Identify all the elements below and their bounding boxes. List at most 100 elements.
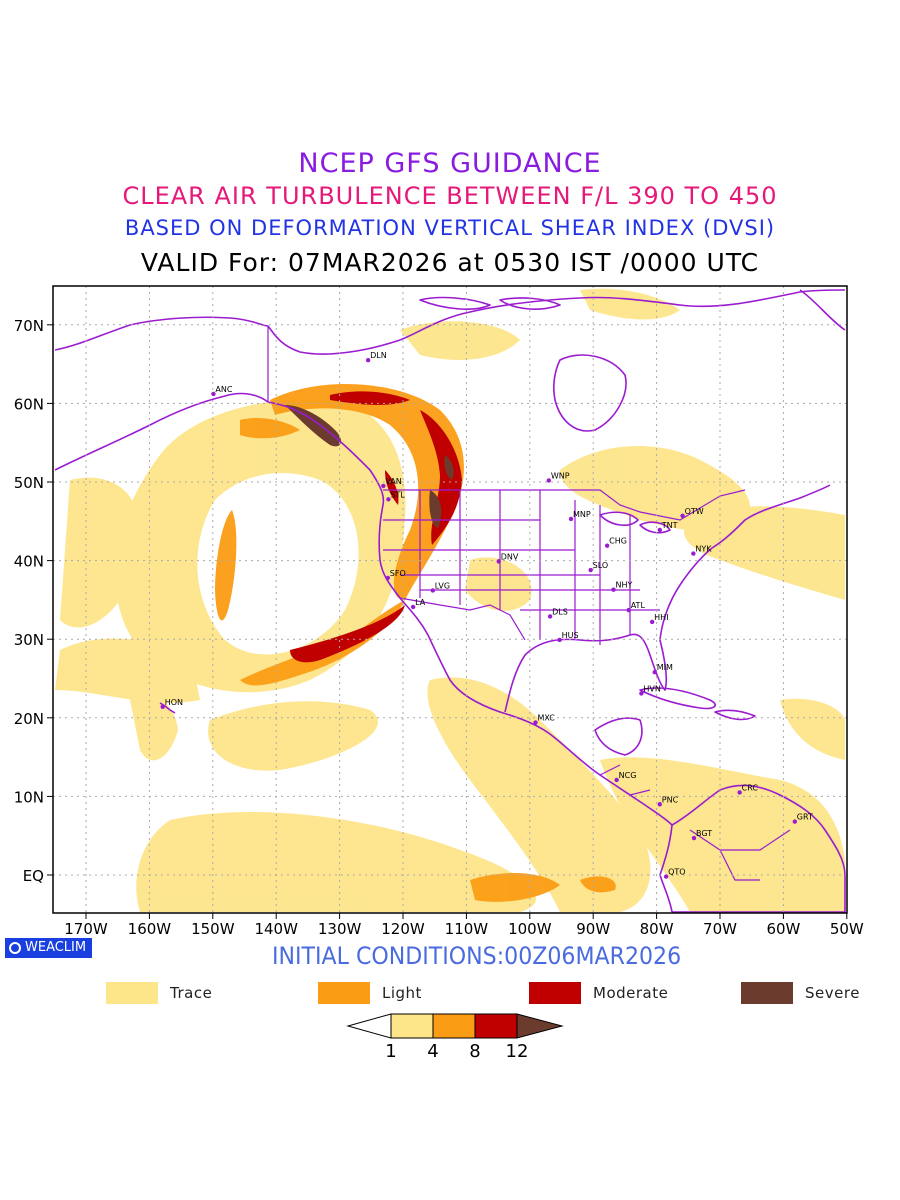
lon-label: 140W [254, 920, 298, 938]
station-dot [626, 607, 631, 613]
product-method: BASED ON DEFORMATION VERTICAL SHEAR INDE… [124, 216, 776, 240]
station-label: MIM [657, 663, 673, 672]
station-dot [639, 691, 644, 696]
color-bar-moderate [474, 1013, 518, 1039]
globe-icon [9, 942, 21, 954]
station-label: LA [415, 598, 426, 607]
station-label: NCG [619, 771, 637, 780]
station-dot [604, 543, 610, 548]
brand-name: WEACLIM [25, 940, 87, 955]
lat-label: EQ [23, 867, 44, 885]
station-dot [533, 720, 538, 725]
station-dot [663, 874, 669, 879]
station-dot [691, 835, 697, 841]
lon-label: 50W [830, 920, 864, 938]
station-dot [611, 587, 616, 592]
lat-label: 70N [14, 317, 44, 335]
station-dot [691, 551, 696, 556]
scale-label-8: 8 [469, 1041, 480, 1062]
map-frame [52, 285, 848, 914]
station-label: BGT [696, 829, 712, 838]
station-dot [657, 802, 662, 807]
station-label: MNP [573, 510, 591, 519]
lon-label: 170W [64, 920, 108, 938]
station-label: HON [165, 698, 183, 707]
station-label: DLN [370, 351, 387, 360]
station-dot [386, 497, 391, 502]
station-label: TNT [661, 521, 678, 530]
lon-label: 90W [576, 920, 610, 938]
station-dot [160, 704, 165, 709]
station-label: SFO [390, 569, 406, 578]
weaclim-logo: WEACLIM [5, 938, 93, 958]
station-dot [557, 637, 562, 643]
station-label: PNC [662, 795, 679, 804]
station-label: ATL [631, 601, 646, 610]
station-dot [649, 619, 655, 625]
station-label: ANC [215, 385, 232, 394]
station-dot [737, 790, 742, 795]
graticule [53, 286, 847, 913]
legend-label-moderate: Moderate [593, 984, 669, 1002]
station-dot [430, 588, 435, 593]
station-dot [410, 604, 416, 610]
lat-label: 40N [14, 553, 44, 571]
station-dot [614, 777, 619, 783]
legend-item-light: Light [318, 982, 422, 1004]
station-label: GRT [797, 813, 813, 822]
station-dot [792, 819, 798, 824]
station-label: NHY [615, 581, 632, 590]
station-dot [365, 357, 371, 363]
legend-item-severe: Severe [741, 982, 860, 1004]
station-dot [657, 527, 662, 533]
station-label: SLO [593, 561, 609, 570]
color-bar-trace [390, 1013, 434, 1039]
lat-label: 30N [14, 631, 44, 649]
color-bar-below-1 [346, 1013, 392, 1039]
scale-label-12: 12 [506, 1041, 529, 1062]
station-dot [568, 516, 574, 522]
legend-swatch-severe [741, 982, 793, 1004]
station-label: HVN [643, 684, 660, 693]
station-dot [546, 478, 552, 483]
turbulence-light-areas [215, 383, 616, 902]
station-label: CRC [742, 783, 759, 792]
station-label: OTW [685, 507, 704, 516]
lon-label: 150W [191, 920, 235, 938]
station-dot [588, 567, 593, 573]
station-label: STL [390, 490, 405, 499]
station-label: LVG [435, 581, 450, 590]
lat-label: 10N [14, 788, 44, 806]
product-title: NCEP GFS GUIDANCE [298, 148, 602, 179]
axis-ticks [47, 324, 848, 919]
lat-label: 60N [14, 395, 44, 413]
coastlines [54, 289, 846, 913]
station-label: DLS [552, 607, 568, 616]
legend-item-trace: Trace [106, 982, 212, 1004]
lat-label: 20N [14, 710, 44, 728]
station-label: WNP [551, 471, 570, 480]
valid-time: VALID For: 07MAR2026 at 0530 IST /0000 U… [140, 248, 760, 277]
station-dot [385, 575, 390, 581]
station-label: NYK [695, 545, 712, 554]
turbulence-trace-areas [55, 288, 845, 912]
lon-label: 130W [318, 920, 362, 938]
legend-label-severe: Severe [805, 984, 860, 1002]
station-label: VAN [385, 477, 401, 486]
latitude-labels: 70N 60N 50N 40N 30N 20N 10N EQ [14, 317, 44, 885]
legend-label-trace: Trace [170, 984, 213, 1002]
station-label: HHI [654, 613, 668, 622]
lon-label: 100W [508, 920, 552, 938]
legend-swatch-light [318, 982, 370, 1004]
lat-label: 50N [14, 474, 44, 492]
scale-label-4: 4 [427, 1041, 438, 1062]
legend-label-light: Light [382, 984, 422, 1002]
legend-item-moderate: Moderate [529, 982, 668, 1004]
political-boundaries [267, 326, 791, 881]
station-dot [680, 513, 685, 518]
station-dot [496, 559, 501, 564]
station-label: CHG [609, 537, 627, 546]
station-dot [381, 483, 386, 489]
turbulence-severe-areas [285, 405, 454, 528]
